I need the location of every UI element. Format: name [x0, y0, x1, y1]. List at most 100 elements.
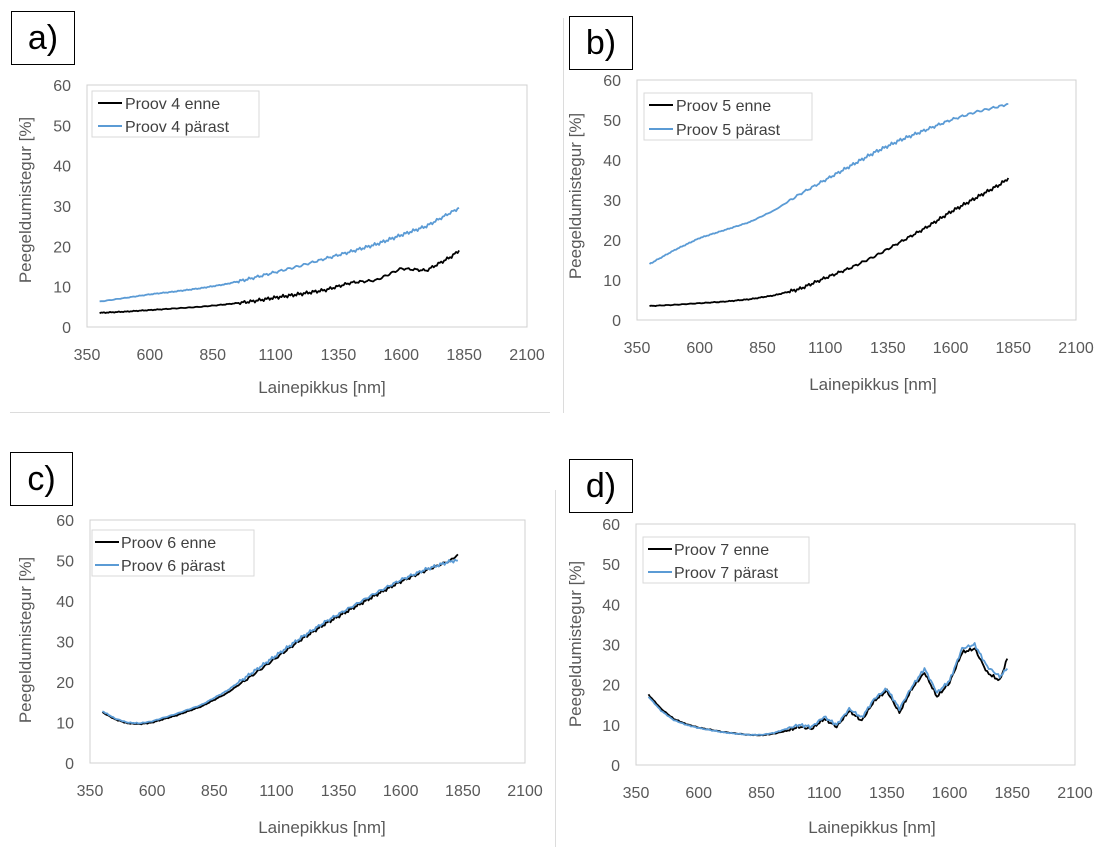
x-axis-label: Lainepikkus [nm]: [809, 375, 937, 394]
y-tick-label: 60: [53, 78, 71, 95]
x-axis-label: Lainepikkus [nm]: [808, 818, 936, 837]
y-tick-label: 0: [65, 756, 74, 773]
x-tick-label: 1600: [932, 785, 968, 802]
y-axis-label: Peegeldumistegur [%]: [16, 117, 35, 283]
y-tick-label: 40: [56, 594, 74, 611]
legend-box: [91, 90, 260, 138]
y-tick-label: 10: [602, 718, 620, 735]
x-tick-label: 1350: [321, 783, 357, 800]
y-tick-label: 60: [603, 73, 621, 90]
chart-panel-a: 0 10 20 30 40 50 60 350 600 850 1100 1350 1600 1850 21…: [0, 0, 563, 412]
legend: Proov 5 enne Proov 5 pärast: [643, 92, 813, 141]
y-tick-label: 20: [53, 239, 71, 256]
legend-label-series-2: Proov 7 pärast: [674, 565, 779, 582]
legend-label-series-2: Proov 6 pärast: [121, 558, 226, 575]
y-tick-label: 30: [56, 635, 74, 652]
y-tick-label: 50: [603, 113, 621, 130]
x-tick-label: 1600: [933, 340, 969, 357]
separator-vertical-bottom: [555, 490, 556, 847]
legend-box: [642, 536, 810, 584]
legend-box: [91, 529, 255, 577]
x-tick-label: 600: [686, 340, 713, 357]
y-tick-label: 0: [62, 320, 71, 337]
x-tick-label: 600: [685, 785, 712, 802]
x-tick-label: 2100: [1058, 340, 1094, 357]
y-tick-label: 20: [603, 233, 621, 250]
panel-letter-c: c): [10, 452, 73, 506]
legend-label-series-1: Proov 7 enne: [674, 542, 769, 559]
x-tick-label: 2100: [509, 347, 545, 364]
separator-horizontal-top-left: [10, 412, 550, 413]
x-tick-label: 600: [139, 783, 166, 800]
legend-label-series-1: Proov 6 enne: [121, 535, 216, 552]
y-axis-label: Peegeldumistegur [%]: [16, 557, 35, 723]
x-tick-label: 850: [749, 340, 776, 357]
x-tick-label: 1850: [446, 347, 482, 364]
x-tick-label: 850: [199, 347, 226, 364]
y-tick-label: 50: [602, 557, 620, 574]
y-tick-label: 30: [602, 638, 620, 655]
x-tick-label: 1600: [383, 347, 419, 364]
panel-letter-b: b): [569, 16, 633, 70]
panel-letter-a: a): [11, 11, 75, 65]
y-tick-label: 50: [53, 118, 71, 135]
series-line-2: [648, 103, 1009, 265]
separator-vertical-top: [563, 18, 564, 413]
y-tick-label: 20: [602, 678, 620, 695]
x-tick-label: 350: [624, 340, 651, 357]
y-tick-label: 30: [53, 199, 71, 216]
chart-svg-c: 0 10 20 30 40 50 60 350 600 850 1100 1350 1600 1850 21…: [16, 513, 543, 837]
x-tick-label: 600: [137, 347, 164, 364]
legend-label-series-1: Proov 4 enne: [125, 96, 220, 113]
x-tick-label: 1850: [994, 785, 1030, 802]
legend: Proov 4 enne Proov 4 pärast: [91, 90, 260, 138]
x-tick-label: 350: [77, 783, 104, 800]
series-line-1: [649, 177, 1010, 308]
y-tick-label: 60: [602, 517, 620, 534]
chart-svg-a: 0 10 20 30 40 50 60 350 600 850 1100 1350 1600 1850 21…: [16, 78, 545, 397]
x-tick-label: 1100: [258, 347, 293, 364]
x-tick-label: 1350: [321, 347, 357, 364]
x-axis-label: Lainepikkus [nm]: [258, 818, 386, 837]
y-tick-label: 10: [603, 273, 621, 290]
legend-label-series-2: Proov 5 pärast: [676, 122, 781, 139]
x-tick-label: 1850: [995, 340, 1031, 357]
y-tick-label: 0: [611, 758, 620, 775]
chart-panel-d: 0 10 20 30 40 50 60 350 600 850 1100 1350 1600 1850 21…: [556, 440, 1103, 847]
x-tick-label: 1100: [808, 340, 843, 357]
chart-svg-b: 0 10 20 30 40 50 60 350 600 850 1100 1350 1600 1850 21…: [566, 73, 1094, 394]
x-tick-label: 350: [74, 347, 101, 364]
legend: Proov 6 enne Proov 6 pärast: [91, 529, 255, 577]
y-tick-label: 50: [56, 554, 74, 571]
x-tick-label: 2100: [507, 783, 543, 800]
y-tick-label: 40: [602, 597, 620, 614]
series-line-2: [99, 207, 460, 303]
series-line-2: [647, 642, 1009, 737]
chart-panel-c: 0 10 20 30 40 50 60 350 600 850 1100 1350 1600 1850 21…: [0, 440, 555, 847]
y-tick-label: 10: [53, 280, 71, 297]
x-tick-label: 1350: [869, 785, 905, 802]
y-axis-label: Peegeldumistegur [%]: [566, 561, 585, 727]
chart-panel-b: 0 10 20 30 40 50 60 350 600 850 1100 1350 1600 1850 21…: [564, 0, 1103, 412]
x-tick-label: 350: [623, 785, 650, 802]
x-tick-label: 850: [748, 785, 775, 802]
y-tick-label: 10: [56, 716, 74, 733]
panel-letter-d: d): [569, 459, 633, 513]
x-tick-label: 1600: [383, 783, 419, 800]
x-tick-label: 1350: [870, 340, 906, 357]
y-tick-label: 0: [612, 313, 621, 330]
y-tick-label: 30: [603, 193, 621, 210]
y-axis-label: Peegeldumistegur [%]: [566, 113, 585, 279]
x-tick-label: 1850: [445, 783, 481, 800]
legend: Proov 7 enne Proov 7 pärast: [642, 536, 810, 584]
x-tick-label: 850: [201, 783, 228, 800]
x-tick-label: 1100: [807, 785, 842, 802]
y-tick-label: 40: [53, 159, 71, 176]
y-tick-label: 60: [56, 513, 74, 530]
legend-box: [643, 92, 813, 141]
legend-label-series-1: Proov 5 enne: [676, 98, 771, 115]
y-tick-label: 20: [56, 675, 74, 692]
series-line-1: [99, 249, 460, 315]
series-line-2: [101, 558, 458, 725]
x-axis-label: Lainepikkus [nm]: [258, 378, 386, 397]
